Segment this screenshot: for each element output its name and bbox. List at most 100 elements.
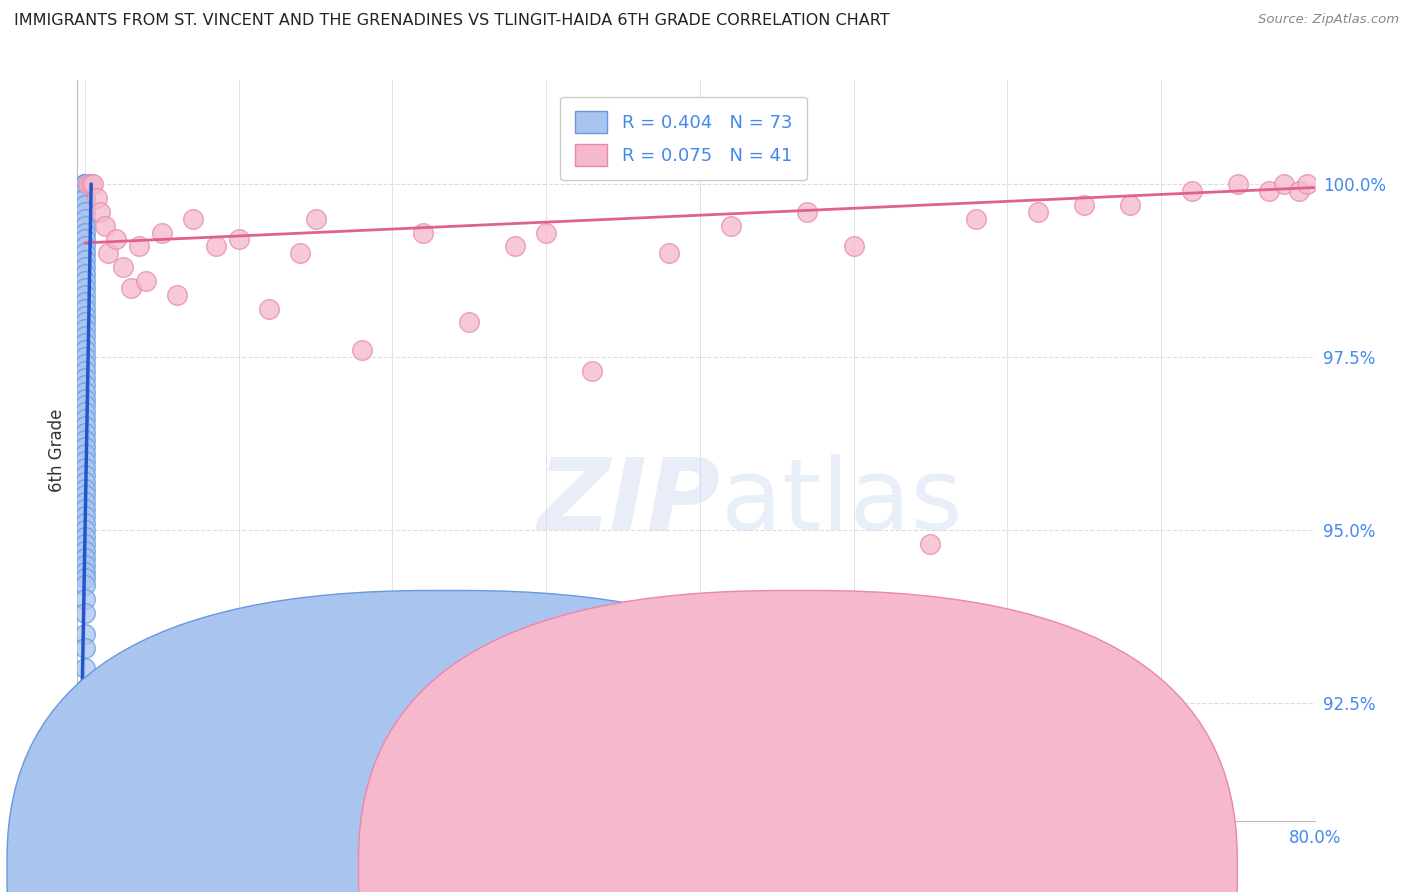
Point [73, 211, 96, 226]
Text: Immigrants from St. Vincent and the Grenadines: Immigrants from St. Vincent and the Gren… [471, 863, 844, 877]
Point [73, 177, 96, 191]
Y-axis label: 6th Grade: 6th Grade [48, 409, 66, 492]
Text: IMMIGRANTS FROM ST. VINCENT AND THE GRENADINES VS TLINGIT-HAIDA 6TH GRADE CORREL: IMMIGRANTS FROM ST. VINCENT AND THE GREN… [14, 13, 890, 29]
Point [73, 287, 96, 301]
Point [73, 454, 96, 468]
Point [73, 309, 96, 323]
Point [73, 294, 96, 309]
Point [720, 219, 742, 233]
Point [73, 177, 96, 191]
Point [73, 426, 96, 441]
Point [796, 204, 818, 219]
Point [73, 447, 96, 461]
Point [658, 246, 681, 260]
Point [350, 343, 373, 358]
Point [73, 558, 96, 572]
Point [73, 419, 96, 434]
Point [73, 606, 96, 620]
Point [259, 301, 281, 316]
Point [304, 211, 326, 226]
Point [73, 219, 96, 233]
Point [73, 565, 96, 579]
Point [73, 661, 96, 675]
Point [73, 467, 96, 482]
Point [73, 392, 96, 406]
Point [1073, 198, 1095, 212]
Point [73, 488, 96, 502]
Point [73, 204, 96, 219]
Point [150, 226, 173, 240]
Point [73, 377, 96, 392]
Point [73, 357, 96, 371]
Point [73, 765, 96, 780]
Point [112, 260, 135, 274]
Point [80, 177, 103, 191]
Point [73, 260, 96, 274]
Point [1288, 184, 1310, 198]
Point [73, 543, 96, 558]
Point [73, 495, 96, 509]
Point [920, 537, 942, 551]
Point [73, 371, 96, 385]
Point [73, 592, 96, 607]
Point [128, 239, 150, 253]
Text: Source: ZipAtlas.com: Source: ZipAtlas.com [1258, 13, 1399, 27]
Point [73, 336, 96, 351]
Point [73, 232, 96, 246]
Text: Tlingit-Haida: Tlingit-Haida [823, 863, 920, 877]
Legend: R = 0.404   N = 73, R = 0.075   N = 41: R = 0.404 N = 73, R = 0.075 N = 41 [561, 96, 807, 180]
Point [73, 399, 96, 413]
Point [1026, 204, 1049, 219]
Point [505, 239, 527, 253]
Point [73, 405, 96, 419]
Point [73, 364, 96, 378]
Point [104, 232, 127, 246]
Point [458, 315, 481, 329]
Point [73, 475, 96, 489]
Point [86, 191, 108, 205]
Point [73, 267, 96, 281]
Point [73, 191, 96, 205]
Point [290, 246, 312, 260]
Point [73, 184, 96, 198]
Point [73, 226, 96, 240]
Point [73, 682, 96, 697]
Point [228, 232, 250, 246]
Point [73, 550, 96, 565]
Point [1272, 177, 1295, 191]
Point [73, 315, 96, 329]
Point [73, 696, 96, 710]
Point [73, 274, 96, 288]
Point [842, 239, 865, 253]
Point [73, 301, 96, 316]
Point [82, 177, 104, 191]
Point [73, 384, 96, 399]
Point [73, 198, 96, 212]
Point [73, 350, 96, 364]
Point [73, 281, 96, 295]
Point [1181, 184, 1204, 198]
Point [73, 731, 96, 745]
Text: atlas: atlas [721, 454, 962, 550]
Point [73, 460, 96, 475]
Point [73, 412, 96, 426]
Point [412, 226, 434, 240]
Point [73, 239, 96, 253]
Point [73, 530, 96, 544]
Point [73, 440, 96, 454]
Point [73, 322, 96, 336]
Point [73, 786, 96, 800]
Point [204, 239, 226, 253]
Point [73, 627, 96, 641]
Point [73, 343, 96, 358]
Point [1226, 177, 1249, 191]
Point [89, 204, 111, 219]
Point [77, 177, 100, 191]
Point [73, 572, 96, 586]
Point [73, 329, 96, 343]
Text: ZIP: ZIP [537, 454, 721, 550]
Point [73, 177, 96, 191]
Point [73, 246, 96, 260]
Point [73, 433, 96, 447]
Point [73, 502, 96, 516]
